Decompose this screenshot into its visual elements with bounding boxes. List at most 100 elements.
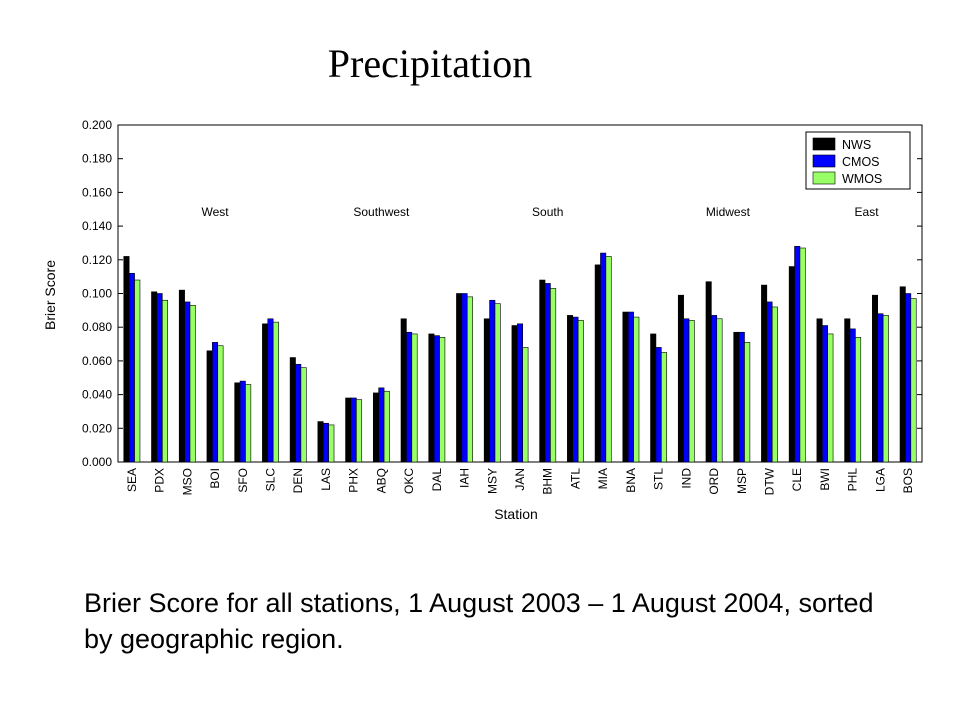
y-tick-label: 0.000 [82, 455, 112, 469]
x-tick-label: LAS [319, 468, 333, 491]
bar-wmos-ind [688, 320, 695, 463]
legend-swatch-cmos [812, 154, 836, 168]
x-tick-label: SFO [236, 468, 250, 493]
x-tick-label: BOI [208, 468, 222, 489]
legend: NWS CMOS WMOS [805, 131, 911, 190]
bar-nws-dtw [761, 284, 768, 463]
x-tick-label: MSO [180, 468, 194, 495]
x-tick-label: BWI [818, 468, 832, 491]
region-label: Southwest [353, 205, 410, 219]
bar-nws-sea [123, 256, 130, 463]
region-label: West [201, 205, 229, 219]
bar-cmos-bos [905, 293, 912, 463]
bar-wmos-ord [716, 318, 723, 463]
bar-cmos-las [322, 422, 329, 463]
bar-nws-mia [594, 264, 601, 463]
bar-wmos-phl [855, 337, 862, 463]
bar-cmos-jan [516, 323, 523, 463]
y-tick-label: 0.180 [82, 152, 112, 166]
y-tick-label: 0.200 [82, 118, 112, 132]
bar-cmos-mia [600, 252, 607, 463]
bar-wmos-bhm [550, 288, 557, 463]
y-tick-label: 0.060 [82, 354, 112, 368]
bar-nws-abq [372, 392, 379, 463]
bar-nws-den [289, 357, 296, 463]
bar-nws-bna [622, 311, 629, 463]
bar-cmos-bhm [544, 283, 551, 463]
bars [123, 246, 917, 463]
bar-wmos-okc [411, 333, 418, 463]
x-tick-label: BHM [541, 468, 555, 495]
bar-nws-las [317, 421, 324, 463]
y-tick-label: 0.040 [82, 388, 112, 402]
bar-nws-sfo [234, 382, 241, 463]
bar-wmos-mso [189, 304, 196, 463]
x-tick-label: ORD [707, 468, 721, 495]
bar-wmos-lga [882, 315, 889, 463]
bar-wmos-bwi [827, 333, 834, 463]
bar-wmos-cle [799, 247, 806, 463]
bar-cmos-abq [378, 387, 385, 463]
x-tick-label: IND [679, 468, 693, 489]
bar-nws-stl [650, 333, 657, 463]
x-tick-label: ATL [568, 468, 582, 489]
y-tick-label: 0.080 [82, 320, 112, 334]
bar-cmos-sfo [239, 380, 246, 463]
bar-nws-dal [428, 333, 435, 463]
x-tick-label: MSP [735, 468, 749, 494]
x-tick-label: OKC [402, 468, 416, 494]
x-tick-label: ABQ [374, 468, 388, 493]
x-tick-label: PDX [153, 468, 167, 493]
y-tick-label: 0.120 [82, 253, 112, 267]
bar-cmos-iah [461, 293, 468, 463]
bar-wmos-mia [605, 256, 612, 463]
bar-wmos-atl [577, 320, 584, 463]
bar-cmos-pdx [156, 293, 163, 463]
legend-swatch-wmos [812, 171, 836, 185]
bar-cmos-lga [877, 313, 884, 463]
region-labels: West Southwest South Midwest East [201, 205, 879, 219]
bar-cmos-msy [489, 299, 496, 463]
bar-nws-msy [483, 318, 490, 463]
bar-wmos-phx [356, 399, 363, 463]
bar-cmos-phl [849, 328, 856, 463]
bar-cmos-atl [572, 316, 579, 463]
bar-nws-lga [872, 294, 879, 463]
bar-cmos-dtw [766, 301, 773, 463]
bar-wmos-dtw [771, 306, 778, 463]
bar-nws-okc [400, 318, 407, 463]
bar-wmos-slc [272, 321, 279, 463]
legend-label-wmos: WMOS [842, 172, 882, 186]
bar-cmos-mso [184, 301, 191, 463]
bar-wmos-sfo [245, 384, 252, 463]
chart-svg: 0.000 0.020 0.040 0.060 0.080 0.100 0.120 0.140… [42, 118, 923, 522]
bar-nws-iah [456, 293, 463, 463]
bar-nws-bos [899, 286, 906, 463]
y-tick-label: 0.160 [82, 185, 112, 199]
bar-nws-jan [511, 325, 518, 463]
x-tick-label: MSY [485, 468, 499, 494]
bar-nws-pdx [151, 291, 158, 463]
bar-nws-ind [677, 294, 684, 463]
bar-wmos-abq [383, 390, 390, 463]
bar-cmos-slc [267, 318, 274, 463]
region-label: South [532, 205, 563, 219]
bar-cmos-sea [128, 272, 135, 463]
bar-cmos-ind [683, 318, 690, 463]
region-label: East [855, 205, 880, 219]
bar-wmos-sea [134, 279, 141, 463]
x-tick-label: SEA [125, 468, 139, 492]
y-tick-label: 0.100 [82, 287, 112, 301]
bar-cmos-cle [794, 246, 801, 463]
bar-cmos-den [295, 363, 302, 463]
legend-label-cmos: CMOS [842, 155, 880, 169]
slide-title: Precipitation [327, 41, 533, 86]
x-tick-label: JAN [513, 468, 527, 491]
x-tick-label: DEN [291, 468, 305, 493]
x-axis-ticks: SEA PDX MSO BOI SFO SLC DEN LAS PHX ABQ OKC DAL IAH M… [125, 458, 915, 495]
bar-wmos-den [300, 367, 307, 463]
bar-nws-boi [206, 350, 213, 463]
bar-cmos-phx [350, 397, 357, 463]
bar-nws-atl [567, 315, 574, 463]
bar-wmos-boi [217, 345, 224, 463]
